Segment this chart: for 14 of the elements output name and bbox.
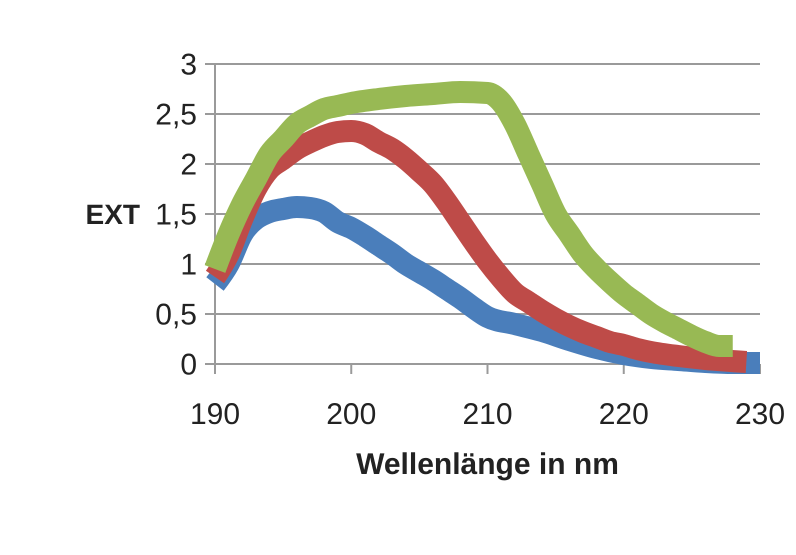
x-tick-label: 190 bbox=[190, 398, 240, 431]
x-tick-label: 200 bbox=[326, 398, 376, 431]
x-axis-title: Wellenlänge in nm bbox=[356, 448, 619, 481]
y-tick-label: 1,5 bbox=[155, 198, 197, 232]
y-tick-label: 0,5 bbox=[155, 298, 197, 332]
y-tick-label: 3 bbox=[180, 48, 197, 82]
y-axis-title: EXT bbox=[86, 198, 140, 230]
y-tick-label: 1 bbox=[180, 248, 197, 282]
y-tick-label: 2 bbox=[180, 148, 197, 182]
x-tick-label: 230 bbox=[734, 398, 786, 431]
x-tick-label: 220 bbox=[598, 398, 649, 431]
y-tick-label: 0 bbox=[180, 348, 197, 382]
y-tick-label: 2,5 bbox=[155, 98, 197, 132]
x-tick-label: 210 bbox=[462, 398, 513, 431]
